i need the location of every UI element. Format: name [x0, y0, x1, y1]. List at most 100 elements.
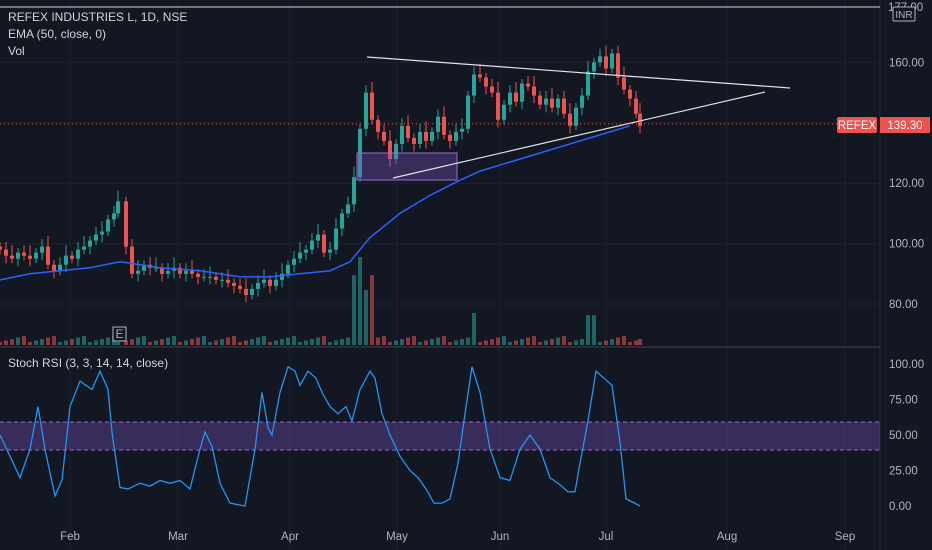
candle-body — [562, 98, 566, 114]
currency-label: INR — [895, 10, 912, 21]
trendline-lower[interactable] — [392, 91, 766, 179]
volume-legend[interactable]: Vol — [8, 44, 25, 58]
volume-bar — [598, 342, 602, 345]
trendline-upper[interactable] — [366, 56, 791, 89]
volume-bar — [340, 339, 344, 345]
candle-body — [610, 53, 614, 69]
volume-bar — [70, 339, 74, 345]
volume-bar — [34, 340, 38, 345]
volume-bar — [460, 339, 464, 345]
candle-body — [328, 249, 332, 253]
volume-bar — [472, 313, 476, 345]
volume-bar — [406, 337, 410, 345]
volume-bar — [244, 340, 248, 345]
volume-bar — [190, 339, 194, 345]
candle-body — [124, 201, 128, 247]
volume-bar — [544, 340, 548, 345]
volume-bar — [46, 337, 50, 345]
main-legend: REFEX INDUSTRIES L, 1D, NSE EMA (50, clo… — [8, 9, 187, 60]
candle-body — [334, 228, 338, 250]
candle-body — [346, 204, 350, 214]
price-tick-label: 100.00 — [889, 239, 924, 251]
time-axis: Feb Mar Apr May Jun Jul Aug Sep — [60, 531, 855, 543]
volume-bar — [592, 315, 596, 345]
candle-body — [46, 246, 50, 265]
candle-body — [0, 246, 2, 250]
volume-bar — [550, 339, 554, 345]
stoch-tick-label: 0.00 — [889, 501, 911, 513]
volume-bar — [28, 342, 32, 345]
candle-body — [220, 279, 224, 281]
volume-bar — [454, 340, 458, 345]
volume-bar — [52, 336, 56, 345]
volume-bar — [262, 336, 266, 345]
volume-bar — [116, 342, 120, 345]
volume-bar — [100, 339, 104, 345]
candle-body — [400, 125, 404, 144]
earnings-marker[interactable]: E — [112, 326, 127, 342]
volume-bar — [574, 340, 578, 345]
candle-body — [382, 131, 386, 141]
volume-bar — [316, 337, 320, 345]
candle-body — [622, 77, 626, 90]
volume-bar — [520, 339, 524, 345]
price-tick-label: 120.00 — [889, 178, 924, 190]
volume-bar — [502, 336, 506, 345]
volume-bar — [604, 340, 608, 345]
candle-body — [556, 98, 560, 108]
candle-body — [262, 279, 266, 283]
candle-body — [154, 267, 158, 269]
volume-bar — [508, 342, 512, 345]
price-tick-label: 80.00 — [889, 299, 918, 311]
volume-bar — [106, 337, 110, 345]
candle-body — [484, 77, 488, 87]
volume-bar — [136, 337, 140, 345]
volume-bar — [304, 340, 308, 345]
volume-bar — [628, 342, 632, 345]
volume-bar — [616, 337, 620, 345]
time-tick-label: Aug — [717, 531, 737, 543]
stoch-tick-label: 100.00 — [889, 359, 924, 371]
candle-body — [538, 95, 542, 105]
price-badge[interactable]: REFEX 139.30 — [837, 117, 930, 133]
candle-body — [544, 98, 548, 105]
stoch-legend[interactable]: Stoch RSI (3, 3, 14, 14, close) — [8, 356, 169, 370]
volume-bar — [334, 340, 338, 345]
candle-body — [436, 116, 440, 132]
volume-bar — [562, 336, 566, 345]
time-tick-label: May — [386, 531, 408, 543]
volume-bar — [208, 342, 212, 345]
candle-body — [502, 104, 506, 120]
candle-body — [466, 95, 470, 129]
candle-body — [178, 267, 182, 274]
volume-bar — [442, 336, 446, 345]
candle-body — [184, 270, 188, 274]
candle-body — [214, 276, 218, 280]
currency-badge[interactable]: INR — [892, 6, 916, 22]
volume-bar — [268, 342, 272, 345]
earnings-marker-label: E — [116, 329, 124, 341]
price-badge-ticker: REFEX — [838, 120, 877, 132]
volume-bar — [124, 340, 128, 345]
candle-body — [28, 255, 32, 259]
volume-bar — [142, 336, 146, 345]
volume-bar — [346, 337, 350, 345]
candle-body — [532, 86, 536, 96]
volume-bar — [40, 339, 44, 345]
candle-body — [202, 276, 206, 278]
candle-body — [568, 113, 572, 126]
volume-bar — [280, 339, 284, 345]
candle-body — [310, 240, 314, 250]
volume-bar — [634, 340, 638, 345]
ema-legend[interactable]: EMA (50, close, 0) — [8, 27, 107, 41]
symbol-legend[interactable]: REFEX INDUSTRIES L, 1D, NSE — [8, 10, 188, 24]
candle-body — [412, 137, 416, 144]
candle-body — [106, 219, 110, 232]
volume-bar — [532, 336, 536, 345]
candle-body — [130, 246, 134, 274]
volume-bar — [202, 336, 206, 345]
candle-body — [208, 276, 212, 278]
candle-body — [304, 249, 308, 253]
